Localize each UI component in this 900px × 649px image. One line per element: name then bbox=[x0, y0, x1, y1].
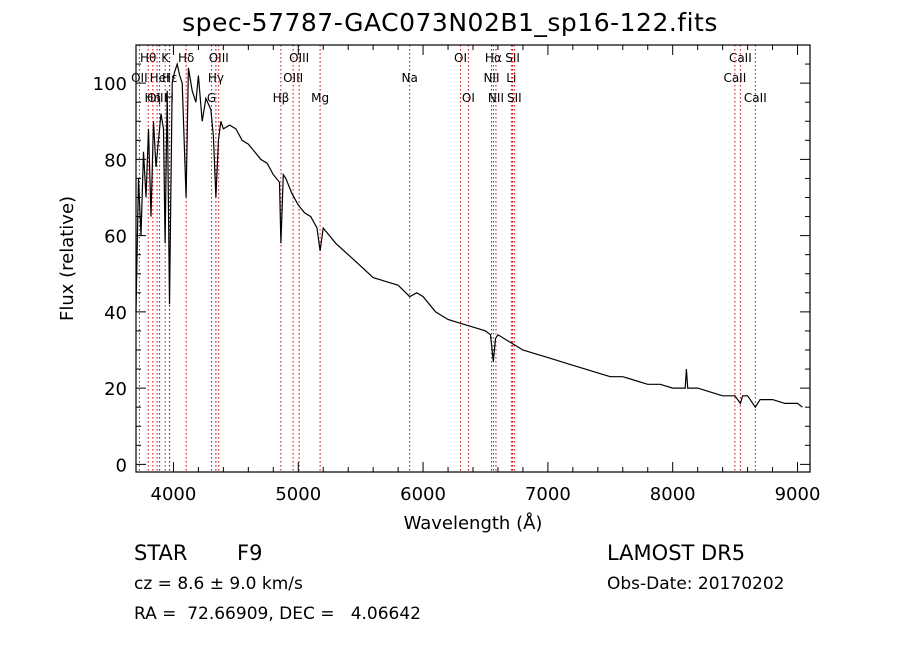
redshift-label: cz = 8.6 ± 9.0 km/s bbox=[134, 574, 303, 594]
spectral-line-label: CaII bbox=[729, 51, 752, 65]
spectral-line-label: OIII bbox=[147, 91, 167, 105]
plot-frame bbox=[135, 44, 811, 473]
spectral-line-label: OIII bbox=[209, 51, 229, 65]
spectral-line-label: OI bbox=[462, 91, 475, 105]
y-axis-label: Flux (relative) bbox=[57, 196, 78, 321]
spectral-line-label: NII bbox=[488, 91, 504, 105]
y-tick-label: 80 bbox=[104, 150, 127, 171]
spectral-line-label: Li bbox=[506, 71, 516, 85]
spectral-line-label: HeI bbox=[150, 71, 170, 85]
spectral-line-label: OIII bbox=[289, 51, 309, 65]
spectral-line-label: CaII bbox=[744, 91, 767, 105]
spectral-line-label: Hη bbox=[145, 91, 162, 105]
x-tick-label: 8000 bbox=[650, 484, 696, 505]
spectral-line-label: SII bbox=[507, 91, 522, 105]
object-class: STAR bbox=[134, 541, 188, 565]
y-tick-label: 20 bbox=[104, 379, 127, 400]
spectral-line-label: OIII bbox=[283, 71, 303, 85]
obs-date-label: Obs-Date: 20170202 bbox=[607, 574, 785, 594]
spectral-line-label: Hβ bbox=[273, 91, 290, 105]
x-tick-label: 6000 bbox=[400, 484, 446, 505]
survey-label: LAMOST DR5 bbox=[607, 541, 746, 565]
spectral-line-label: OI bbox=[454, 51, 467, 65]
y-tick-label: 0 bbox=[116, 455, 127, 476]
spectral-line-label: Hε bbox=[162, 71, 178, 85]
spectral-line-label: Hθ bbox=[140, 51, 156, 65]
x-axis-label: Wavelength (Å) bbox=[404, 512, 543, 534]
spectral-line-label: Hγ bbox=[208, 71, 224, 85]
coordinates-label: RA = 72.66909, DEC = 4.06642 bbox=[134, 604, 421, 624]
spectral-line-label: K bbox=[161, 51, 170, 65]
spectral-line-label: Hα bbox=[485, 51, 502, 65]
y-tick-label: 40 bbox=[104, 303, 127, 324]
x-tick-label: 9000 bbox=[775, 484, 821, 505]
spectral-line-label: G bbox=[207, 91, 216, 105]
x-tick-label: 5000 bbox=[275, 484, 321, 505]
x-tick-label: 7000 bbox=[525, 484, 571, 505]
y-tick-label: 100 bbox=[93, 74, 127, 95]
spectral-line-label: OII bbox=[131, 71, 148, 85]
spectral-line-label: CaII bbox=[723, 71, 746, 85]
spectral-line-label: NII bbox=[483, 71, 499, 85]
chart-title: spec-57787-GAC073N02B1_sp16-122.fits bbox=[182, 8, 718, 37]
spectral-line-label: Hδ bbox=[178, 51, 194, 65]
spectral-line-label: SII bbox=[505, 51, 520, 65]
spectral-line-label: Mg bbox=[311, 91, 329, 105]
x-tick-label: 4000 bbox=[151, 484, 197, 505]
spectral-line-label: Na bbox=[402, 71, 418, 85]
spectrum-line bbox=[135, 61, 803, 409]
object-subclass: F9 bbox=[237, 541, 263, 565]
y-tick-label: 60 bbox=[104, 227, 127, 248]
